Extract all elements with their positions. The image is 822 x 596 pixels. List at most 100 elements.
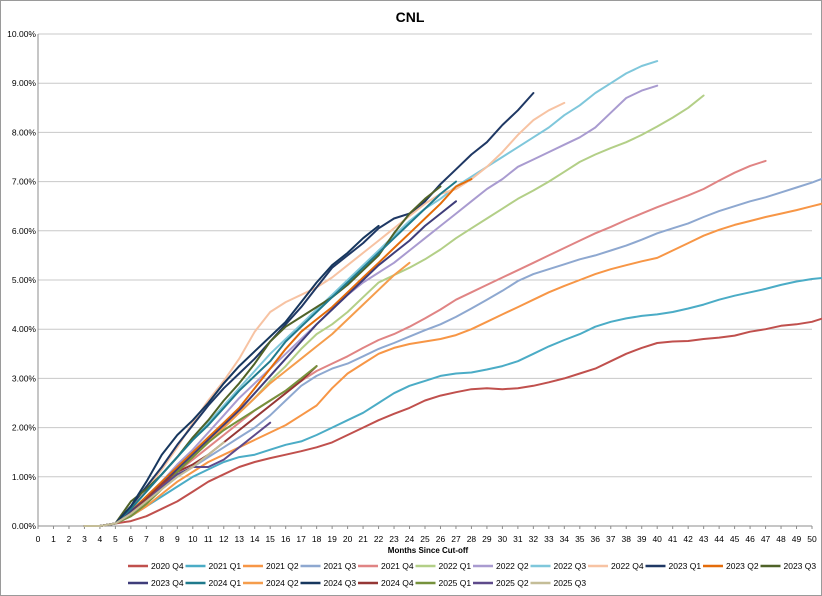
series-line-2025-q2: [83, 421, 272, 527]
x-tick-label: 27: [451, 534, 461, 544]
series-line-2022-q4: [83, 101, 566, 527]
x-tick-label: 24: [405, 534, 415, 544]
x-tick-label: 28: [467, 534, 477, 544]
x-tick-label: 11: [204, 534, 213, 544]
legend-label: 2021 Q3: [324, 561, 357, 571]
series-line-2020-q4: [83, 317, 822, 527]
y-tick-label: 2.00%: [12, 423, 37, 433]
x-tick-label: 4: [98, 534, 103, 544]
legend-label: 2021 Q1: [209, 561, 242, 571]
x-tick-label: 0: [36, 534, 41, 544]
x-tick-label: 31: [513, 534, 523, 544]
x-tick-label: 20: [343, 534, 353, 544]
x-tick-label: 17: [296, 534, 306, 544]
x-tick-label: 40: [652, 534, 662, 544]
series-line-2022-q1: [83, 94, 705, 527]
legend-label: 2024 Q4: [381, 578, 414, 588]
x-tick-label: 45: [730, 534, 740, 544]
x-tick-label: 2: [67, 534, 72, 544]
x-tick-label: 48: [776, 534, 786, 544]
x-tick-label: 26: [436, 534, 446, 544]
series-line-2024-q2: [83, 261, 411, 527]
x-tick-label: 14: [250, 534, 260, 544]
legend-entry: 2024 Q3: [300, 578, 357, 588]
series-line-2025-q1: [83, 365, 318, 527]
x-tick-label: 13: [235, 534, 245, 544]
x-tick-label: 35: [575, 534, 585, 544]
series-line-2021-q1: [83, 277, 822, 527]
legend-entry: 2025 Q3: [530, 578, 587, 588]
y-tick-label: 6.00%: [12, 226, 37, 236]
legend-entry: 2025 Q1: [415, 578, 472, 588]
y-tick-label: 3.00%: [12, 373, 37, 383]
legend-entry: 2022 Q3: [530, 561, 586, 571]
x-tick-label: 36: [591, 534, 601, 544]
legend-label: 2024 Q1: [209, 578, 242, 588]
legend-entry: 2023 Q2: [703, 561, 759, 571]
x-tick-label: 33: [544, 534, 554, 544]
legend-entry: 2021 Q4: [358, 561, 414, 571]
series-lines: [83, 60, 822, 527]
x-tick-label: 9: [175, 534, 180, 544]
x-tick-label: 46: [745, 534, 755, 544]
x-tick-label: 32: [529, 534, 539, 544]
x-tick-label: 30: [498, 534, 508, 544]
legend-label: 2022 Q2: [496, 561, 529, 571]
legend-entry: 2023 Q4: [128, 578, 184, 588]
legend: 2020 Q4 2021 Q1 2021 Q2 2021 Q3 2021 Q4 2022 …: [128, 561, 816, 588]
x-tick-label: 3: [82, 534, 87, 544]
x-tick-label: 1: [51, 534, 56, 544]
legend-label: 2025 Q2: [496, 578, 529, 588]
x-axis-label: Months Since Cut-off: [388, 546, 469, 555]
y-tick-label: 1.00%: [12, 472, 37, 482]
legend-entry: 2020 Q4: [128, 561, 184, 571]
x-tick-label: 12: [219, 534, 229, 544]
x-tick-label: 42: [683, 534, 693, 544]
x-tick-label: 21: [358, 534, 368, 544]
legend-label: 2023 Q4: [151, 578, 184, 588]
legend-entry: 2024 Q1: [185, 578, 242, 588]
x-tick-label: 39: [637, 534, 647, 544]
y-tick-label: 7.00%: [12, 177, 37, 187]
x-tick-label: 15: [265, 534, 275, 544]
x-tick-label: 19: [327, 534, 337, 544]
y-tick-label: 5.00%: [12, 275, 37, 285]
series-line-2023-q2: [83, 178, 473, 527]
series-line-2021-q2: [83, 202, 822, 527]
x-tick-label: 23: [389, 534, 399, 544]
x-tick-label: 16: [281, 534, 291, 544]
legend-label: 2023 Q1: [669, 561, 702, 571]
legend-entry: 2023 Q1: [645, 561, 702, 571]
legend-label: 2022 Q1: [439, 561, 472, 571]
legend-label: 2020 Q4: [151, 561, 184, 571]
x-tick-label: 7: [144, 534, 149, 544]
x-tick-label: 43: [699, 534, 709, 544]
legend-entry: 2021 Q1: [185, 561, 242, 571]
legend-entry: 2022 Q2: [473, 561, 529, 571]
series-line-2021-q4: [83, 159, 767, 527]
legend-label: 2025 Q3: [554, 578, 587, 588]
y-tick-label: 8.00%: [12, 127, 37, 137]
legend-entry: 2024 Q2: [243, 578, 299, 588]
x-tick-label: 44: [714, 534, 724, 544]
legend-label: 2024 Q3: [324, 578, 357, 588]
legend-label: 2023 Q3: [784, 561, 817, 571]
x-tick-label: 37: [606, 534, 616, 544]
series-line-2021-q3: [83, 177, 822, 527]
x-tick-label: 41: [668, 534, 678, 544]
x-tick-label: 49: [792, 534, 802, 544]
y-tick-label: 9.00%: [12, 78, 37, 88]
legend-entry: 2021 Q2: [243, 561, 299, 571]
x-tick-label: 5: [113, 534, 118, 544]
legend-label: 2023 Q2: [726, 561, 759, 571]
series-line-2024-q3: [83, 224, 380, 527]
legend-label: 2025 Q1: [439, 578, 472, 588]
series-line-2022-q2: [83, 84, 659, 527]
x-tick-label: 18: [312, 534, 322, 544]
x-tick-label: 22: [374, 534, 384, 544]
x-tick-label: 38: [622, 534, 632, 544]
x-tick-label: 6: [129, 534, 134, 544]
legend-entry: 2024 Q4: [358, 578, 414, 588]
legend-entry: 2023 Q3: [760, 561, 817, 571]
